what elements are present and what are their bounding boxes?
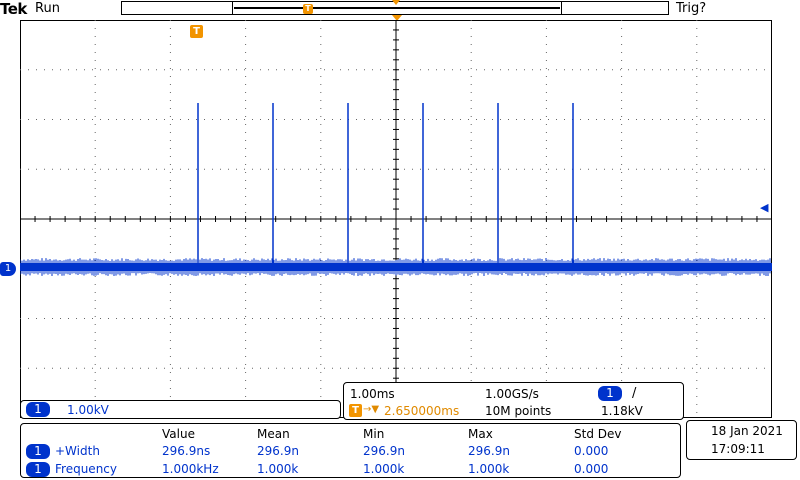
datetime-box[interactable]: 18 Jan 2021 17:09:11 [686, 420, 797, 460]
col-header-value: Value [162, 427, 195, 441]
channel1-trace [20, 103, 772, 276]
waveform-graticule [20, 20, 772, 418]
timebase-trigger-box[interactable]: 1.00ms 1.00GS/s 1 / T →▼ 2.650000ms 10M … [343, 382, 684, 420]
meas2-channel-badge: 1 [26, 462, 50, 477]
grid-dots [20, 20, 772, 418]
measurements-panel[interactable]: Value Mean Min Max Std Dev 1 +Width 296.… [20, 423, 681, 478]
trigger-point-top-icon [392, 0, 400, 5]
time: 17:09:11 [711, 442, 765, 456]
meas1-min: 296.9n [363, 444, 405, 458]
meas2-std-dev: 0.000 [574, 462, 609, 476]
record-trigger-marker-icon: T [303, 4, 313, 14]
col-header-mean: Mean [257, 427, 290, 441]
record-length: 10M points [485, 404, 552, 418]
meas1-channel-badge: 1 [26, 444, 50, 459]
channel1-badge: 1 [26, 402, 50, 417]
acquisition-state: Run [35, 1, 60, 16]
meas1-mean: 296.9n [257, 444, 299, 458]
meas1-max: 296.9n [468, 444, 510, 458]
brand-logo: Tek [0, 0, 27, 18]
meas2-value: 1.000kHz [162, 462, 219, 476]
meas1-std-dev: 0.000 [574, 444, 609, 458]
col-header-max: Max [468, 427, 493, 441]
meas2-mean: 1.000k [257, 462, 299, 476]
col-header-std-dev: Std Dev [574, 427, 622, 441]
trigger-position-arrow-icon [392, 15, 402, 21]
meas2-name: Frequency [55, 462, 117, 476]
channel1-ground-marker[interactable]: 1 [0, 262, 16, 276]
trigger-time-marker-icon[interactable]: T [190, 25, 203, 38]
channel1-scale: 1.00kV [67, 403, 109, 417]
meas2-min: 1.000k [363, 462, 405, 476]
sample-rate: 1.00GS/s [485, 387, 539, 401]
trigger-channel-badge: 1 [598, 386, 622, 401]
meas1-name: +Width [55, 444, 100, 458]
trigger-level: 1.18kV [601, 404, 643, 418]
trigger-level-marker-icon[interactable]: ◀ [760, 201, 769, 214]
trigger-position-icon: T [349, 404, 362, 417]
rising-edge-icon: / [632, 386, 637, 401]
meas1-value: 296.9ns [162, 444, 211, 458]
trigger-status: Trig? [676, 1, 707, 16]
trigger-arrow-icon: →▼ [363, 404, 380, 415]
meas2-max: 1.000k [468, 462, 510, 476]
horizontal-scale: 1.00ms [350, 387, 395, 401]
date: 18 Jan 2021 [711, 424, 783, 438]
trigger-position: 2.650000ms [384, 404, 460, 418]
channel1-scale-box[interactable]: 1 1.00kV [20, 400, 341, 419]
col-header-min: Min [363, 427, 385, 441]
